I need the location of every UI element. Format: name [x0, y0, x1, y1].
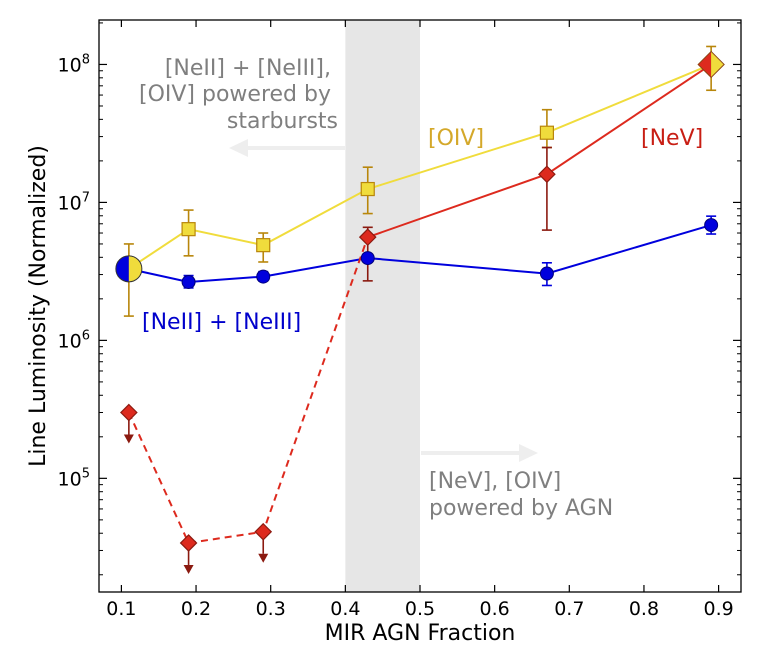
x-tick-label: 0.4	[330, 598, 360, 620]
nev-upper-limit-point	[254, 522, 273, 541]
nev-upper-limit-arrowhead	[258, 553, 269, 563]
x-axis-title: MIR AGN Fraction	[325, 621, 516, 646]
ne-series-line	[128, 224, 712, 283]
x-tick-label: 0.6	[480, 598, 510, 620]
oiv-point	[181, 222, 196, 237]
x-tick-label: 0.9	[703, 598, 733, 620]
ne-point	[539, 266, 554, 281]
agn-transition-band	[345, 20, 420, 592]
y-tick-label: 105	[58, 466, 90, 490]
starburst-arrow-head	[229, 139, 248, 157]
oiv-normalization-point-high	[711, 51, 725, 78]
oiv-point	[360, 181, 375, 197]
oiv-series-label: [OIV]	[428, 126, 484, 151]
agn-annotation: [NeV], [OIV] powered by AGN	[429, 469, 613, 521]
x-tick-label: 0.5	[405, 598, 435, 620]
starburst-annotation-line-1: [NeII] + [NeIII],	[165, 56, 331, 81]
ne-normalization-point	[115, 255, 129, 282]
starburst-annotation: [NeII] + [NeIII], [OIV] powered by starb…	[139, 56, 338, 134]
ne-point	[360, 251, 375, 266]
y-tick-label: 108	[58, 52, 90, 76]
nev-upper-limit-arrowhead	[123, 434, 134, 444]
nev-upper-limit-point	[179, 534, 198, 552]
agn-annotation-line-2: powered by AGN	[429, 496, 613, 521]
nev-point	[358, 228, 377, 247]
agn-annotation-line-1: [NeV], [OIV]	[429, 469, 561, 494]
ne-point	[704, 218, 719, 233]
ne-point	[256, 269, 271, 284]
nev-upper-limit-arrowhead	[183, 564, 194, 574]
nev-series-label: [NeV]	[641, 126, 703, 151]
x-tick-label: 0.7	[554, 598, 584, 620]
agn-arrow-head	[519, 444, 538, 462]
x-tick-label: 0.2	[181, 598, 211, 620]
high-normalization-outline	[697, 50, 725, 79]
oiv-normalization-point	[128, 255, 142, 282]
ne-series-label: [NeII] + [NeIII]	[142, 310, 301, 335]
nev-upper-limit-line	[127, 236, 369, 545]
ne-point	[181, 274, 196, 289]
normalization-point-outline	[115, 255, 143, 283]
y-axis-title: Line Luminosity (Normalized)	[26, 145, 51, 467]
nev-normalization-point	[698, 51, 712, 78]
y-tick-label: 107	[58, 190, 90, 214]
oiv-point	[539, 125, 555, 140]
x-tick-label: 0.8	[629, 598, 659, 620]
nev-upper-limit-point	[120, 403, 138, 422]
nev-point	[538, 165, 556, 184]
starburst-annotation-line-2: [OIV] powered by	[139, 82, 331, 107]
y-tick-label: 106	[58, 328, 90, 352]
x-tick-label: 0.1	[106, 598, 136, 620]
starburst-annotation-line-3: starbursts	[227, 109, 338, 134]
oiv-series-line	[128, 63, 712, 270]
oiv-point	[256, 238, 271, 253]
x-tick-label: 0.3	[256, 598, 286, 620]
